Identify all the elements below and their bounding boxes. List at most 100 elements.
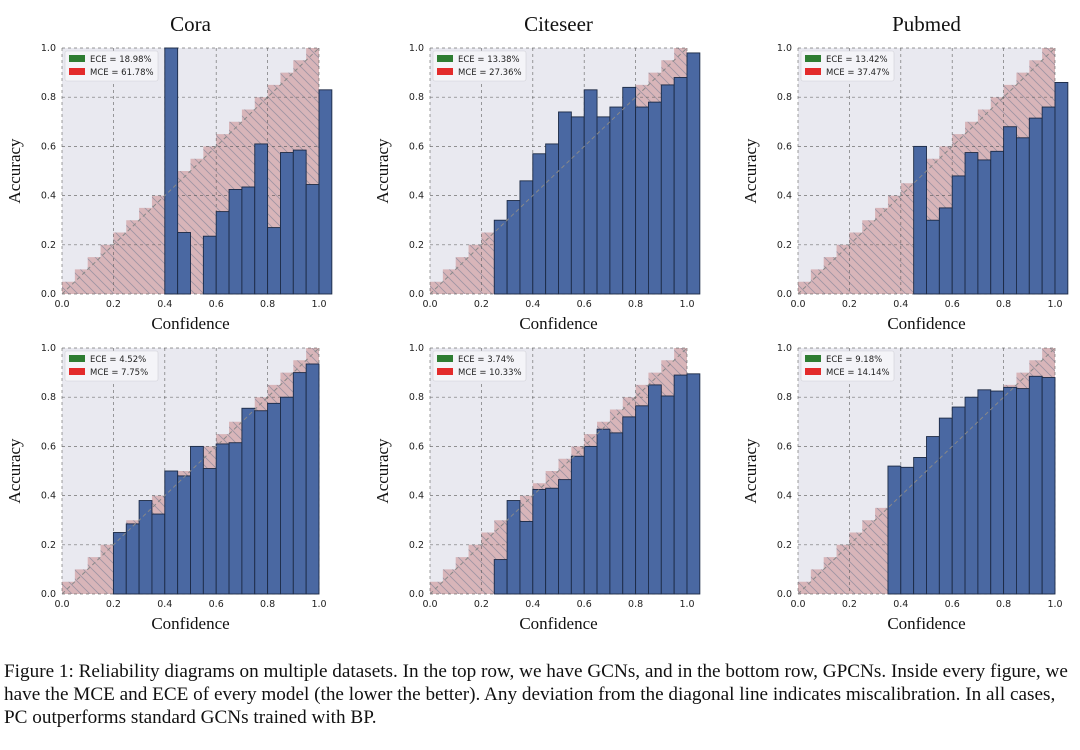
ece-swatch	[437, 55, 453, 62]
legend-box	[432, 50, 527, 82]
mce-swatch	[437, 368, 453, 375]
x-tick-label: 0.4	[893, 599, 908, 610]
accuracy-bar	[913, 457, 927, 595]
x-tick-label: 0.6	[577, 299, 592, 310]
y-tick-label: 0.2	[777, 240, 792, 251]
legend: ECE = 13.38% MCE = 27.36%	[432, 50, 527, 82]
x-tick-label: 0.8	[260, 299, 275, 310]
reliability-panel: 0.0 0.2 0.4 0.6 0.8 1.0 0.0 0.2 0.4 0.6 0.8 1.0 Conf…	[741, 12, 1069, 333]
x-tick-label: 0.0	[54, 599, 69, 610]
accuracy-bar	[938, 417, 953, 595]
y-tick-label: 1.0	[777, 343, 792, 354]
legend: ECE = 4.52% MCE = 7.75%	[64, 350, 159, 382]
accuracy-bar	[648, 384, 662, 595]
accuracy-bar	[648, 101, 662, 295]
accuracy-bar	[1028, 117, 1043, 295]
y-tick-label: 0.2	[41, 240, 56, 251]
reliability-panel: 0.0 0.2 0.4 0.6 0.8 1.0 0.0 0.2 0.4 0.6 0.8 1.0 Conf…	[741, 343, 1063, 633]
legend-box	[800, 350, 895, 382]
y-tick-label: 0.8	[41, 92, 56, 103]
accuracy-bar	[228, 442, 243, 595]
x-tick-label: 1.0	[679, 599, 694, 610]
accuracy-bar	[964, 396, 979, 595]
accuracy-bar	[609, 432, 624, 595]
reliability-panel: 0.0 0.2 0.4 0.6 0.8 1.0 0.0 0.2 0.4 0.6 0.8 1.0 Conf…	[373, 12, 701, 333]
accuracy-bar	[913, 145, 927, 295]
accuracy-bar	[267, 227, 281, 295]
y-tick-label: 0.0	[409, 289, 424, 300]
accuracy-bar	[112, 532, 127, 595]
accuracy-bar	[596, 116, 611, 295]
chart-title: Pubmed	[892, 12, 961, 36]
accuracy-bar	[1041, 106, 1056, 295]
accuracy-bar	[215, 443, 230, 595]
x-tick-label: 0.0	[54, 299, 69, 310]
y-axis-label: Accuracy	[5, 138, 24, 204]
y-tick-label: 0.4	[41, 491, 56, 502]
legend-box	[432, 350, 527, 382]
accuracy-bar	[977, 159, 992, 295]
ece-swatch	[805, 55, 821, 62]
accuracy-bar	[673, 77, 688, 295]
y-tick-label: 0.0	[777, 289, 792, 300]
y-tick-label: 0.6	[41, 441, 56, 452]
y-axis-label: Accuracy	[741, 438, 760, 504]
x-tick-label: 1.0	[311, 599, 326, 610]
accuracy-bar	[1016, 388, 1030, 595]
reliability-diagram-figure: 0.0 0.2 0.4 0.6 0.8 1.0 0.0 0.2 0.4 0.6 0.8 1.0 Conf…	[5, 12, 1069, 633]
x-tick-label: 0.2	[106, 299, 121, 310]
x-tick-label: 0.2	[106, 599, 121, 610]
y-tick-label: 1.0	[41, 43, 56, 54]
y-tick-label: 0.4	[777, 491, 792, 502]
x-tick-label: 0.8	[628, 299, 643, 310]
accuracy-bar	[570, 455, 585, 595]
x-tick-label: 1.0	[679, 299, 694, 310]
accuracy-bar	[951, 175, 966, 295]
legend: ECE = 3.74% MCE = 10.33%	[432, 350, 527, 382]
perfect-calibration-diagonal	[429, 47, 688, 295]
y-tick-label: 1.0	[409, 343, 424, 354]
y-axis-label: Accuracy	[373, 438, 392, 504]
y-tick-label: 0.8	[409, 392, 424, 403]
y-tick-label: 0.8	[777, 92, 792, 103]
chart-title: Citeseer	[524, 12, 593, 36]
accuracy-bar	[292, 372, 307, 595]
accuracy-bar	[596, 428, 611, 595]
caption-text: Reliability diagrams on multiple dataset…	[4, 661, 1068, 728]
x-tick-label: 1.0	[311, 299, 326, 310]
x-tick-label: 0.6	[209, 599, 224, 610]
x-tick-label: 0.6	[945, 599, 960, 610]
y-tick-label: 0.4	[41, 191, 56, 202]
accuracy-bar	[558, 479, 572, 595]
y-tick-label: 0.4	[777, 191, 792, 202]
accuracy-bar	[583, 445, 598, 595]
y-axis-label: Accuracy	[5, 438, 24, 504]
y-tick-label: 0.0	[41, 289, 56, 300]
x-tick-label: 0.8	[628, 599, 643, 610]
x-tick-label: 0.0	[790, 599, 805, 610]
y-tick-label: 0.8	[777, 392, 792, 403]
accuracy-bar	[938, 207, 953, 295]
accuracy-bar	[1016, 137, 1030, 295]
mce-swatch	[805, 68, 821, 75]
y-axis-label: Accuracy	[373, 138, 392, 204]
perfect-calibration-diagonal	[797, 347, 1056, 595]
figure-canvas: 0.0 0.2 0.4 0.6 0.8 1.0 0.0 0.2 0.4 0.6 0.8 1.0 Conf…	[5, 12, 1069, 633]
accuracy-bar	[164, 47, 179, 295]
accuracy-bar	[1041, 377, 1056, 595]
ece-value: ECE = 18.98%	[90, 55, 152, 65]
accuracy-bar	[267, 402, 281, 595]
y-tick-label: 0.4	[409, 191, 424, 202]
x-axis-label: Confidence	[151, 314, 229, 333]
accuracy-bar	[164, 470, 179, 595]
x-tick-label: 0.0	[422, 599, 437, 610]
x-axis-label: Confidence	[519, 314, 597, 333]
y-tick-label: 0.6	[409, 441, 424, 452]
y-tick-label: 0.2	[777, 540, 792, 551]
y-tick-label: 1.0	[409, 43, 424, 54]
ece-swatch	[69, 355, 85, 362]
legend: ECE = 9.18% MCE = 14.14%	[800, 350, 895, 382]
accuracy-bar	[151, 513, 166, 595]
ece-value: ECE = 13.42%	[826, 55, 888, 65]
accuracy-bar	[241, 407, 256, 595]
